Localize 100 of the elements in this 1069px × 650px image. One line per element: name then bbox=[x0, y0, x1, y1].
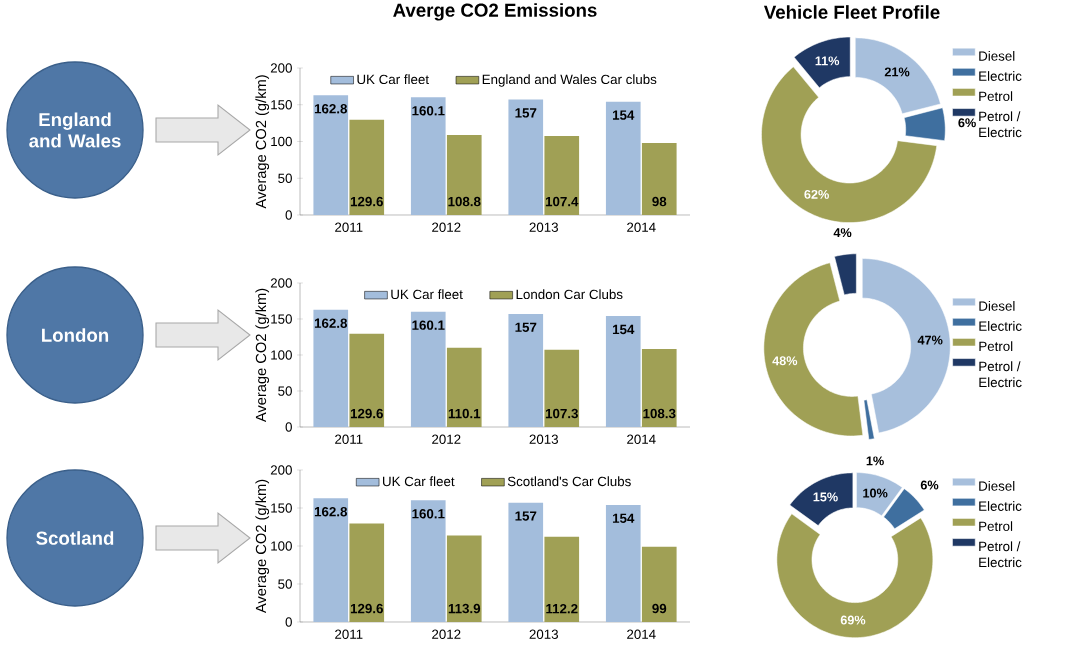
data-label: 154 bbox=[612, 324, 635, 335]
bar bbox=[641, 142, 677, 215]
legend-label: Electric bbox=[979, 321, 1022, 331]
data-label: 107.3 bbox=[545, 408, 578, 419]
y-tick-label: 150 bbox=[271, 314, 292, 324]
bar bbox=[446, 347, 482, 427]
data-label: 160.1 bbox=[412, 320, 445, 330]
y-tick-label: 0 bbox=[285, 210, 292, 220]
bar bbox=[508, 99, 544, 215]
x-tick-label: 2011 bbox=[335, 222, 363, 232]
legend-label: Petrol / Electric bbox=[979, 111, 1022, 138]
legend-label: Petrol / Electric bbox=[979, 361, 1022, 388]
x-tick-label: 2011 bbox=[335, 434, 363, 444]
text: London bbox=[42, 328, 109, 342]
y-tick-label: 100 bbox=[271, 541, 292, 551]
data-label: 129.6 bbox=[350, 196, 383, 207]
legend-label: Petrol / Electric bbox=[979, 541, 1022, 568]
x-tick-label: 2014 bbox=[627, 222, 656, 232]
text: Scotland bbox=[36, 531, 114, 545]
y-tick-label: 50 bbox=[278, 386, 292, 396]
chart-title: Averge CO2 Emissions bbox=[393, 3, 597, 21]
y-axis-title: Average CO2 (g/km) bbox=[255, 479, 270, 614]
x-tick-label: 2012 bbox=[432, 629, 461, 639]
legend-label: Petrol bbox=[979, 521, 1013, 532]
data-label: 6% bbox=[958, 118, 976, 128]
bar bbox=[446, 135, 482, 215]
data-label: 15% bbox=[813, 492, 838, 502]
x-tick-label: 2013 bbox=[529, 434, 559, 444]
bar bbox=[313, 309, 349, 427]
data-label: 162.8 bbox=[314, 506, 348, 517]
legend-label: Petrol bbox=[979, 341, 1013, 352]
x-tick-label: 2012 bbox=[432, 222, 461, 232]
data-label: 157 bbox=[515, 108, 537, 118]
y-tick-label: 0 bbox=[285, 422, 292, 432]
data-label: 154 bbox=[612, 513, 635, 523]
bar bbox=[508, 502, 544, 622]
data-label: 129.6 bbox=[350, 408, 383, 419]
y-tick-label: 50 bbox=[278, 173, 292, 183]
data-label: 157 bbox=[515, 511, 537, 521]
y-tick-label: 50 bbox=[278, 579, 292, 589]
data-label: 129.6 bbox=[350, 603, 383, 614]
bar bbox=[605, 101, 641, 215]
bar bbox=[605, 316, 641, 427]
y-tick-label: 200 bbox=[270, 63, 292, 73]
legend-label: Scotland's Car Clubs bbox=[507, 476, 631, 487]
y-tick-label: 100 bbox=[271, 350, 292, 360]
bar bbox=[446, 535, 482, 622]
bar bbox=[544, 136, 580, 215]
data-label: 154 bbox=[612, 110, 635, 120]
y-tick-label: 150 bbox=[271, 503, 292, 513]
data-label: 98 bbox=[652, 196, 667, 207]
x-tick-label: 2014 bbox=[627, 629, 656, 639]
legend-label: Electric bbox=[979, 501, 1022, 511]
legend-label: London Car Clubs bbox=[516, 289, 623, 300]
bar bbox=[410, 97, 446, 215]
bar bbox=[641, 546, 677, 622]
legend-label: England and Wales Car clubs bbox=[482, 74, 657, 87]
data-label: 107.4 bbox=[545, 196, 579, 207]
data-label: 1% bbox=[866, 456, 884, 466]
x-tick-label: 2013 bbox=[529, 222, 559, 232]
x-tick-label: 2012 bbox=[432, 434, 461, 444]
x-tick-label: 2011 bbox=[335, 629, 363, 639]
text: England and Wales bbox=[29, 112, 121, 148]
bar bbox=[605, 504, 641, 622]
bar bbox=[349, 523, 385, 622]
bar bbox=[313, 95, 349, 215]
data-label: 6% bbox=[920, 480, 939, 490]
y-tick-label: 200 bbox=[270, 465, 292, 475]
legend-label: Diesel bbox=[979, 50, 1015, 61]
y-tick-label: 150 bbox=[271, 100, 292, 110]
data-label: 4% bbox=[833, 228, 852, 238]
bar bbox=[508, 313, 544, 427]
bar bbox=[544, 349, 580, 427]
legend-label: UK Car fleet bbox=[383, 476, 455, 487]
data-label: 11% bbox=[815, 56, 840, 66]
bar bbox=[313, 498, 349, 622]
data-label: 48% bbox=[772, 356, 798, 366]
data-label: 21% bbox=[884, 67, 910, 77]
data-label: 162.8 bbox=[314, 104, 348, 114]
chart-title: Vehicle Fleet Profile bbox=[763, 5, 940, 19]
bar bbox=[544, 536, 580, 622]
data-label: 108.3 bbox=[643, 408, 676, 419]
bar bbox=[349, 119, 385, 215]
bar bbox=[410, 500, 446, 622]
y-tick-label: 100 bbox=[271, 136, 292, 147]
x-tick-label: 2014 bbox=[627, 434, 656, 444]
legend-label: Petrol bbox=[979, 91, 1013, 102]
data-label: 157 bbox=[515, 322, 537, 332]
data-label: 99 bbox=[652, 603, 667, 614]
data-label: 108.8 bbox=[448, 196, 481, 207]
y-axis-title: Average CO2 (g/km) bbox=[255, 75, 270, 209]
legend-label: UK Car fleet bbox=[391, 289, 463, 300]
data-label: 112.2 bbox=[546, 603, 578, 614]
data-label: 162.8 bbox=[314, 318, 348, 328]
y-axis-title: Average CO2 (g/km) bbox=[255, 288, 270, 423]
y-tick-label: 200 bbox=[270, 278, 292, 288]
data-label: 113.9 bbox=[448, 603, 481, 614]
data-label: 62% bbox=[804, 189, 829, 199]
data-label: 69% bbox=[840, 615, 866, 625]
legend-label: Diesel bbox=[979, 480, 1015, 491]
